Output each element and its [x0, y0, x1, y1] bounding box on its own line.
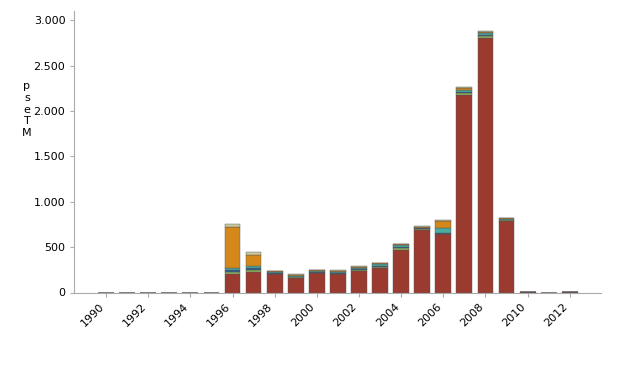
- Bar: [267, 272, 283, 273]
- Bar: [414, 229, 430, 230]
- Bar: [372, 268, 388, 292]
- Bar: [414, 230, 430, 292]
- Bar: [372, 266, 388, 267]
- Bar: [246, 272, 262, 292]
- Bar: [393, 244, 409, 245]
- Bar: [372, 267, 388, 268]
- Bar: [330, 272, 346, 273]
- Bar: [224, 227, 241, 267]
- Bar: [224, 267, 241, 270]
- Bar: [246, 255, 262, 266]
- Bar: [267, 270, 283, 271]
- Bar: [477, 36, 494, 39]
- Bar: [393, 245, 409, 247]
- Bar: [393, 248, 409, 250]
- Bar: [224, 272, 241, 274]
- Bar: [351, 271, 367, 292]
- Bar: [330, 270, 346, 271]
- Bar: [288, 277, 304, 278]
- Bar: [477, 32, 494, 33]
- Bar: [309, 273, 325, 292]
- Bar: [498, 218, 515, 219]
- Bar: [414, 228, 430, 229]
- Bar: [309, 270, 325, 271]
- Bar: [498, 221, 515, 292]
- Bar: [246, 270, 262, 272]
- Text: p
s
e
T
M: p s e T M: [22, 81, 32, 138]
- Bar: [351, 266, 367, 267]
- Bar: [330, 271, 346, 272]
- Bar: [351, 268, 367, 269]
- Bar: [456, 88, 472, 90]
- Bar: [372, 264, 388, 266]
- Bar: [498, 219, 515, 220]
- Bar: [456, 90, 472, 93]
- Bar: [477, 33, 494, 35]
- Bar: [414, 226, 430, 228]
- Bar: [477, 39, 494, 292]
- Bar: [309, 271, 325, 272]
- Bar: [267, 274, 283, 292]
- Bar: [372, 262, 388, 264]
- Bar: [246, 252, 262, 255]
- Bar: [435, 228, 451, 233]
- Bar: [498, 220, 515, 221]
- Bar: [330, 274, 346, 292]
- Bar: [393, 247, 409, 248]
- Bar: [393, 250, 409, 292]
- Bar: [288, 276, 304, 277]
- Bar: [246, 266, 262, 268]
- Bar: [435, 220, 451, 228]
- Bar: [351, 269, 367, 270]
- Bar: [309, 272, 325, 273]
- Bar: [393, 243, 409, 244]
- Bar: [288, 274, 304, 275]
- Bar: [330, 273, 346, 274]
- Bar: [435, 234, 451, 292]
- Bar: [351, 270, 367, 271]
- Bar: [456, 95, 472, 292]
- Bar: [224, 224, 241, 227]
- Bar: [267, 273, 283, 274]
- Bar: [456, 93, 472, 95]
- Bar: [224, 270, 241, 272]
- Bar: [288, 275, 304, 276]
- Bar: [456, 87, 472, 88]
- Bar: [224, 274, 241, 292]
- Bar: [477, 35, 494, 36]
- Bar: [267, 271, 283, 272]
- Bar: [288, 278, 304, 292]
- Bar: [246, 268, 262, 270]
- Bar: [435, 233, 451, 234]
- Bar: [351, 267, 367, 268]
